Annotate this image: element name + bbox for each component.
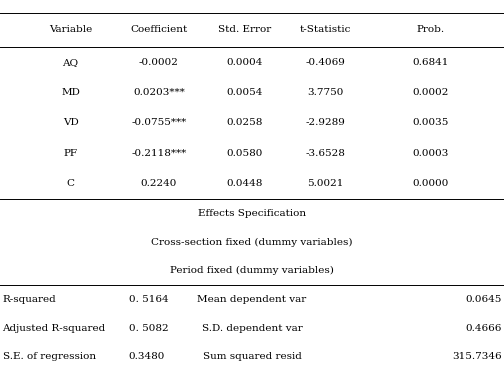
Text: 0.0645: 0.0645 <box>465 295 501 304</box>
Text: Cross-section fixed (dummy variables): Cross-section fixed (dummy variables) <box>151 238 353 246</box>
Text: 0.0054: 0.0054 <box>226 88 263 97</box>
Text: 0.0258: 0.0258 <box>226 118 263 127</box>
Text: Std. Error: Std. Error <box>218 26 271 34</box>
Text: S.D. dependent var: S.D. dependent var <box>202 323 302 333</box>
Text: -0.0002: -0.0002 <box>139 58 179 67</box>
Text: 0.4666: 0.4666 <box>465 323 501 333</box>
Text: 0.0580: 0.0580 <box>226 149 263 158</box>
Text: t-Statistic: t-Statistic <box>299 26 351 34</box>
Text: -3.6528: -3.6528 <box>305 149 345 158</box>
Text: 0.6841: 0.6841 <box>413 58 449 67</box>
Text: PF: PF <box>64 149 78 158</box>
Text: Variable: Variable <box>49 26 92 34</box>
Text: -0.4069: -0.4069 <box>305 58 345 67</box>
Text: R-squared: R-squared <box>3 295 56 304</box>
Text: AQ: AQ <box>62 58 79 67</box>
Text: VD: VD <box>62 118 79 127</box>
Text: -0.2118***: -0.2118*** <box>131 149 186 158</box>
Text: 5.0021: 5.0021 <box>307 179 343 188</box>
Text: C: C <box>67 179 75 188</box>
Text: 315.7346: 315.7346 <box>452 352 501 361</box>
Text: -2.9289: -2.9289 <box>305 118 345 127</box>
Text: 0.0448: 0.0448 <box>226 179 263 188</box>
Text: 0.0035: 0.0035 <box>413 118 449 127</box>
Text: 0.0002: 0.0002 <box>413 88 449 97</box>
Text: 0.0004: 0.0004 <box>226 58 263 67</box>
Text: S.E. of regression: S.E. of regression <box>3 352 96 361</box>
Text: 0.0203***: 0.0203*** <box>133 88 184 97</box>
Text: -0.0755***: -0.0755*** <box>131 118 186 127</box>
Text: 0.0003: 0.0003 <box>413 149 449 158</box>
Text: 0. 5164: 0. 5164 <box>129 295 168 304</box>
Text: Sum squared resid: Sum squared resid <box>203 352 301 361</box>
Text: Effects Specification: Effects Specification <box>198 209 306 218</box>
Text: 3.7750: 3.7750 <box>307 88 343 97</box>
Text: 0.0000: 0.0000 <box>413 179 449 188</box>
Text: MD: MD <box>61 88 80 97</box>
Text: Mean dependent var: Mean dependent var <box>198 295 306 304</box>
Text: Coefficient: Coefficient <box>130 26 187 34</box>
Text: 0.3480: 0.3480 <box>129 352 165 361</box>
Text: Prob.: Prob. <box>417 26 445 34</box>
Text: Period fixed (dummy variables): Period fixed (dummy variables) <box>170 266 334 275</box>
Text: 0.2240: 0.2240 <box>141 179 177 188</box>
Text: 0. 5082: 0. 5082 <box>129 323 168 333</box>
Text: Adjusted R-squared: Adjusted R-squared <box>3 323 106 333</box>
